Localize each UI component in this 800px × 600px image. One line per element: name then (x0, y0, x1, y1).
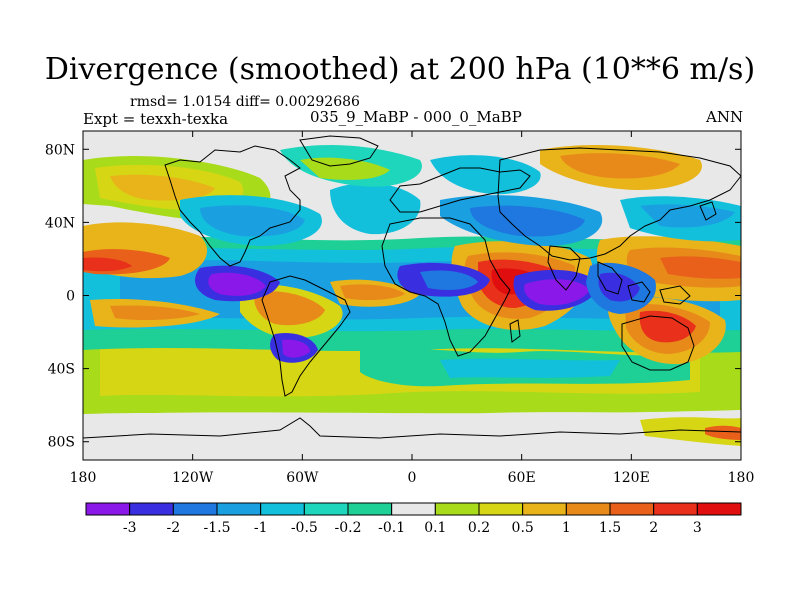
colorbar-swatch (303, 502, 349, 516)
map-field (83, 131, 741, 460)
contour-region (524, 279, 590, 306)
coastline-southeast-asia (597, 261, 623, 295)
contour-region (254, 291, 325, 326)
contour-region (598, 272, 640, 302)
contour-region (83, 410, 741, 460)
season-label: ANN (706, 108, 744, 126)
contour-region (83, 257, 132, 272)
y-tick-label: 40N (45, 215, 75, 231)
colorbar-label: 1 (562, 520, 571, 536)
coastline-india (547, 245, 581, 291)
coastline-south-america (261, 275, 351, 397)
x-tick-label: 180 (728, 470, 755, 486)
contour-region (208, 272, 266, 296)
x-tick-label: 120E (613, 470, 650, 486)
colorbar-swatch (172, 502, 218, 516)
colorbar-swatch (260, 502, 305, 516)
colorbar-swatch (522, 502, 567, 516)
colorbar-label: 0.5 (512, 520, 534, 536)
x-tick-label: 180 (70, 470, 97, 486)
x-tick-label: 60E (508, 470, 536, 486)
colorbar-label: -0.5 (291, 520, 318, 536)
contour-region (200, 205, 305, 237)
coastline-north-america (164, 145, 301, 267)
coastline-australia (621, 315, 695, 371)
colorbar: -3 -2 -1.5 -1 -0.5 -0.2 -0.1 0.1 0.2 0.5 1 1.5 2 3 (85, 502, 742, 536)
coastline-japan (699, 201, 717, 221)
contour-region (640, 204, 735, 228)
x-tick-label: 60W (286, 470, 319, 486)
coastlines (83, 135, 741, 439)
contour-region (440, 358, 620, 378)
colorbar-swatch (696, 502, 742, 516)
chart-title: Divergence (smoothed) at 200 hPa (10**6 … (44, 52, 756, 87)
coastline-antarctica (83, 417, 741, 439)
contour-region (470, 205, 585, 237)
contour-region (660, 256, 741, 279)
colorbar-swatch (478, 502, 524, 516)
colorbar-swatch (129, 502, 174, 516)
colorbar-swatch (347, 502, 393, 516)
stats-text: rmsd= 1.0154 diff= 0.00292686 (130, 94, 360, 110)
y-axis: 80N 40N 0 40S 80S (45, 142, 741, 451)
contour-region (110, 174, 215, 201)
contour-region (639, 310, 696, 343)
y-tick-label: 0 (66, 289, 75, 305)
y-tick-label: 40S (48, 362, 75, 378)
colorbar-label: 0.1 (424, 520, 446, 536)
y-tick-label: 80N (45, 142, 75, 158)
contour-region (282, 339, 310, 358)
colorbar-swatch (216, 502, 262, 516)
colorbar-swatch (653, 502, 698, 516)
coastline-europe (389, 167, 531, 213)
colorbar-label: 1.5 (599, 520, 621, 536)
colorbar-swatch (85, 502, 131, 516)
colorbar-label: 2 (649, 520, 658, 536)
contour-region (340, 284, 405, 301)
x-tick-label: 120W (172, 470, 214, 486)
colorbar-swatch (434, 502, 480, 516)
experiment-label: Expt = texxh-texka (83, 110, 229, 128)
colorbar-swatch (565, 502, 611, 516)
colorbar-label: 3 (693, 520, 702, 536)
contour-region (420, 270, 478, 290)
contour-region (430, 155, 541, 195)
colorbar-label: -1 (254, 520, 268, 536)
coastline-borneo (627, 281, 651, 303)
colorbar-label: -3 (123, 520, 137, 536)
colorbar-label: -2 (167, 520, 181, 536)
chart-subtitle: 035_9_MaBP - 000_0_MaBP (310, 108, 522, 126)
coastline-greenland (299, 135, 379, 167)
coastline-asia (497, 147, 741, 261)
colorbar-label: -0.1 (378, 520, 405, 536)
colorbar-swatch (609, 502, 655, 516)
contour-region (560, 153, 680, 179)
colorbar-label: -1.5 (204, 520, 231, 536)
x-tick-label: 0 (408, 470, 417, 486)
coastline-new-guinea (659, 285, 691, 305)
coastline-madagascar (509, 319, 521, 343)
colorbar-label: -0.2 (335, 520, 362, 536)
y-tick-label: 80S (48, 435, 75, 451)
contour-region (110, 305, 200, 321)
contour-region (640, 417, 741, 446)
x-axis: 180 120W 60W 0 60E 120E 180 (70, 131, 755, 486)
colorbar-label: 0.2 (468, 520, 490, 536)
colorbar-swatch (391, 502, 436, 516)
contour-region (705, 425, 741, 440)
coastline-africa (381, 217, 511, 357)
contour-region (330, 183, 421, 235)
